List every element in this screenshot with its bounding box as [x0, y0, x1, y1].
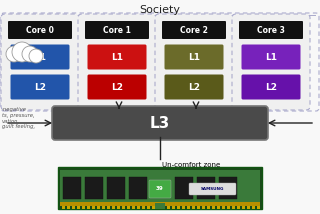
FancyBboxPatch shape — [85, 177, 103, 199]
FancyBboxPatch shape — [78, 14, 156, 110]
FancyBboxPatch shape — [147, 204, 150, 209]
FancyBboxPatch shape — [257, 204, 260, 209]
FancyBboxPatch shape — [127, 204, 130, 209]
FancyBboxPatch shape — [219, 177, 237, 199]
FancyBboxPatch shape — [137, 204, 140, 209]
FancyBboxPatch shape — [167, 204, 170, 209]
Text: L1: L1 — [265, 52, 277, 61]
FancyBboxPatch shape — [122, 204, 125, 209]
Text: 39: 39 — [156, 186, 164, 192]
FancyBboxPatch shape — [252, 204, 255, 209]
Text: L2: L2 — [111, 83, 123, 92]
FancyBboxPatch shape — [162, 204, 165, 209]
FancyBboxPatch shape — [63, 177, 81, 199]
FancyBboxPatch shape — [197, 204, 200, 209]
FancyBboxPatch shape — [239, 21, 303, 39]
FancyBboxPatch shape — [129, 177, 147, 199]
Text: L2: L2 — [265, 83, 277, 92]
Text: L2: L2 — [34, 83, 46, 92]
Text: Society: Society — [140, 5, 180, 15]
FancyBboxPatch shape — [67, 204, 70, 209]
FancyBboxPatch shape — [197, 177, 215, 199]
FancyBboxPatch shape — [77, 204, 80, 209]
FancyBboxPatch shape — [155, 203, 165, 209]
FancyBboxPatch shape — [8, 21, 72, 39]
FancyBboxPatch shape — [222, 204, 225, 209]
FancyBboxPatch shape — [182, 204, 185, 209]
FancyBboxPatch shape — [58, 167, 262, 209]
FancyBboxPatch shape — [142, 204, 145, 209]
FancyBboxPatch shape — [212, 204, 215, 209]
FancyBboxPatch shape — [164, 45, 223, 70]
FancyBboxPatch shape — [11, 74, 69, 100]
FancyBboxPatch shape — [107, 204, 110, 209]
FancyBboxPatch shape — [132, 204, 135, 209]
FancyBboxPatch shape — [85, 21, 149, 39]
FancyBboxPatch shape — [192, 204, 195, 209]
FancyBboxPatch shape — [112, 204, 115, 209]
FancyBboxPatch shape — [164, 74, 223, 100]
FancyBboxPatch shape — [11, 45, 69, 70]
FancyBboxPatch shape — [227, 204, 230, 209]
FancyBboxPatch shape — [172, 204, 175, 209]
FancyBboxPatch shape — [60, 202, 260, 206]
FancyBboxPatch shape — [102, 204, 105, 209]
FancyBboxPatch shape — [207, 204, 210, 209]
FancyBboxPatch shape — [155, 14, 233, 110]
FancyBboxPatch shape — [152, 204, 155, 209]
Text: L2: L2 — [188, 83, 200, 92]
Circle shape — [22, 46, 38, 62]
FancyBboxPatch shape — [242, 204, 245, 209]
FancyBboxPatch shape — [62, 204, 65, 209]
FancyBboxPatch shape — [107, 177, 125, 199]
FancyBboxPatch shape — [232, 14, 310, 110]
Text: -negative
ts, pressure,
vation,
guilt feeling,: -negative ts, pressure, vation, guilt fe… — [2, 107, 35, 129]
FancyBboxPatch shape — [72, 204, 75, 209]
FancyBboxPatch shape — [247, 204, 250, 209]
FancyBboxPatch shape — [97, 204, 100, 209]
FancyBboxPatch shape — [52, 106, 268, 140]
Text: Un-comfort zone: Un-comfort zone — [162, 162, 220, 168]
Text: L1: L1 — [34, 52, 46, 61]
FancyBboxPatch shape — [177, 204, 180, 209]
FancyBboxPatch shape — [217, 204, 220, 209]
FancyBboxPatch shape — [87, 74, 147, 100]
Circle shape — [29, 49, 43, 63]
Text: Core 0: Core 0 — [26, 25, 54, 34]
FancyBboxPatch shape — [242, 45, 300, 70]
FancyBboxPatch shape — [117, 204, 120, 209]
Text: L1: L1 — [188, 52, 200, 61]
Text: SAMSUNG: SAMSUNG — [200, 187, 224, 191]
FancyBboxPatch shape — [237, 204, 240, 209]
FancyBboxPatch shape — [87, 204, 90, 209]
FancyBboxPatch shape — [60, 170, 260, 206]
FancyBboxPatch shape — [189, 183, 236, 195]
Text: Core 2: Core 2 — [180, 25, 208, 34]
Text: L1: L1 — [111, 52, 123, 61]
FancyBboxPatch shape — [157, 204, 160, 209]
FancyBboxPatch shape — [87, 45, 147, 70]
FancyBboxPatch shape — [162, 21, 226, 39]
FancyBboxPatch shape — [187, 204, 190, 209]
FancyBboxPatch shape — [1, 14, 79, 110]
Text: Core 3: Core 3 — [257, 25, 285, 34]
FancyBboxPatch shape — [175, 177, 193, 199]
FancyBboxPatch shape — [149, 180, 171, 198]
Circle shape — [6, 46, 22, 62]
Circle shape — [12, 42, 32, 62]
FancyBboxPatch shape — [242, 74, 300, 100]
FancyBboxPatch shape — [232, 204, 235, 209]
Text: L3: L3 — [150, 116, 170, 131]
FancyBboxPatch shape — [82, 204, 85, 209]
Text: Core 1: Core 1 — [103, 25, 131, 34]
FancyBboxPatch shape — [92, 204, 95, 209]
FancyBboxPatch shape — [202, 204, 205, 209]
